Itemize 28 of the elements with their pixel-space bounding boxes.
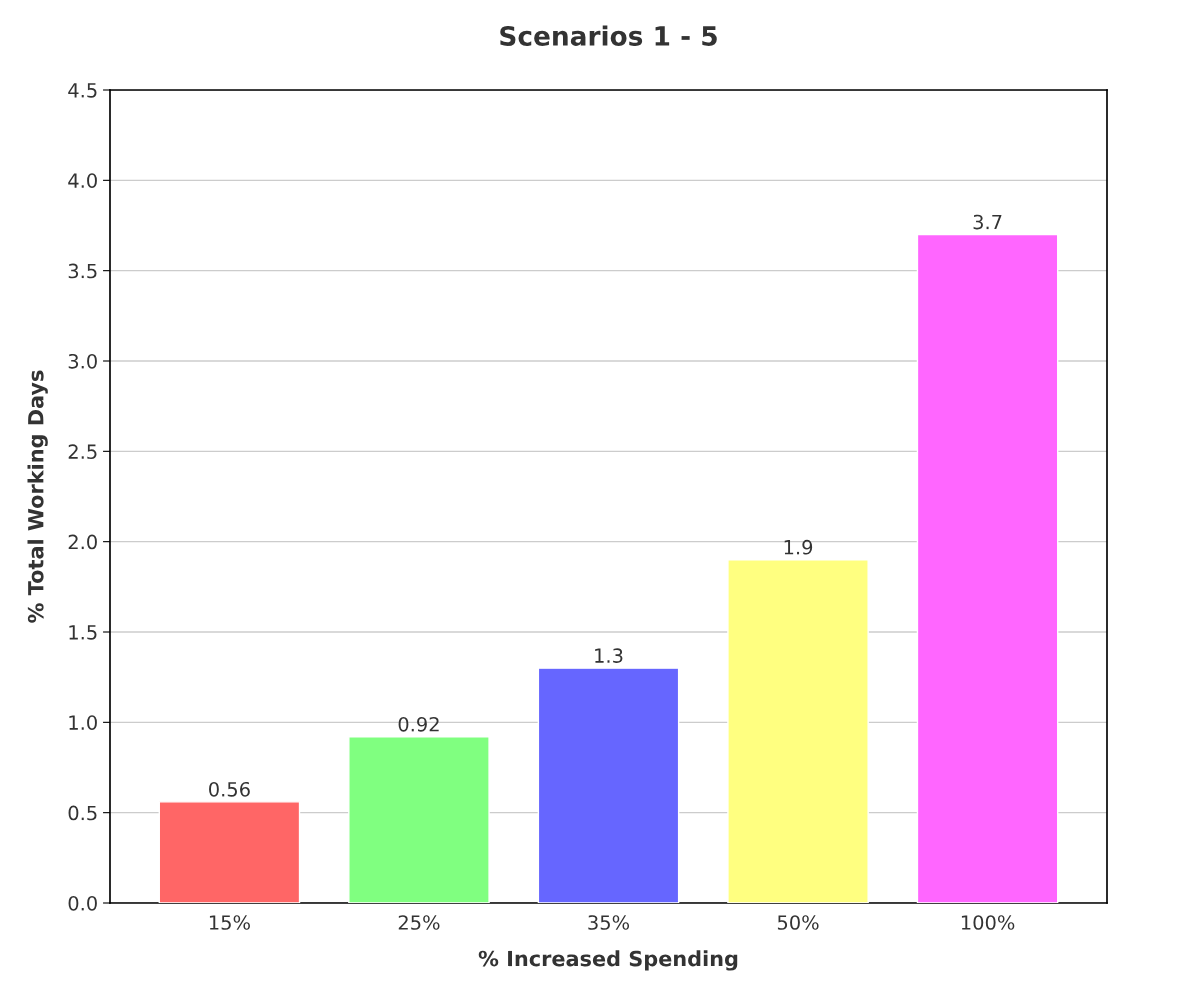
data-label: 0.92 [398,716,439,732]
y-tick-label: 3.5 [68,263,97,279]
x-tick-label: 50% [777,915,819,930]
y-tick-label: 1.5 [69,625,97,640]
bar [916,233,1059,903]
y-tick-label: 2.0 [68,534,97,550]
y-tick-label: 4.0 [68,173,97,188]
data-label: 1.9 [784,539,813,555]
bar [158,801,301,903]
x-tick-label: 15% [209,915,250,930]
bar [348,736,490,903]
x-tick-label: 25% [398,915,440,930]
data-label: 1.3 [595,648,623,663]
bar [537,667,680,903]
data-label: 0.56 [209,781,250,797]
data-label: 3.7 [973,214,1002,230]
x-axis-title: % Increased Spending [478,950,738,971]
y-axis-title: % Total Working Days [27,370,48,623]
y-tick-label: 4.5 [68,83,97,98]
x-tick-label: 100% [961,915,1015,930]
x-tick-label: 35% [588,915,630,930]
chart-title: Scenarios 1 - 5 [500,25,717,46]
y-tick-label: 3.0 [68,353,97,369]
bar [727,559,869,903]
y-tick-label: 0.5 [68,805,97,821]
y-tick-label: 0.0 [68,895,97,911]
y-tick-label: 1.0 [69,715,97,730]
y-tick-label: 2.5 [68,444,97,459]
